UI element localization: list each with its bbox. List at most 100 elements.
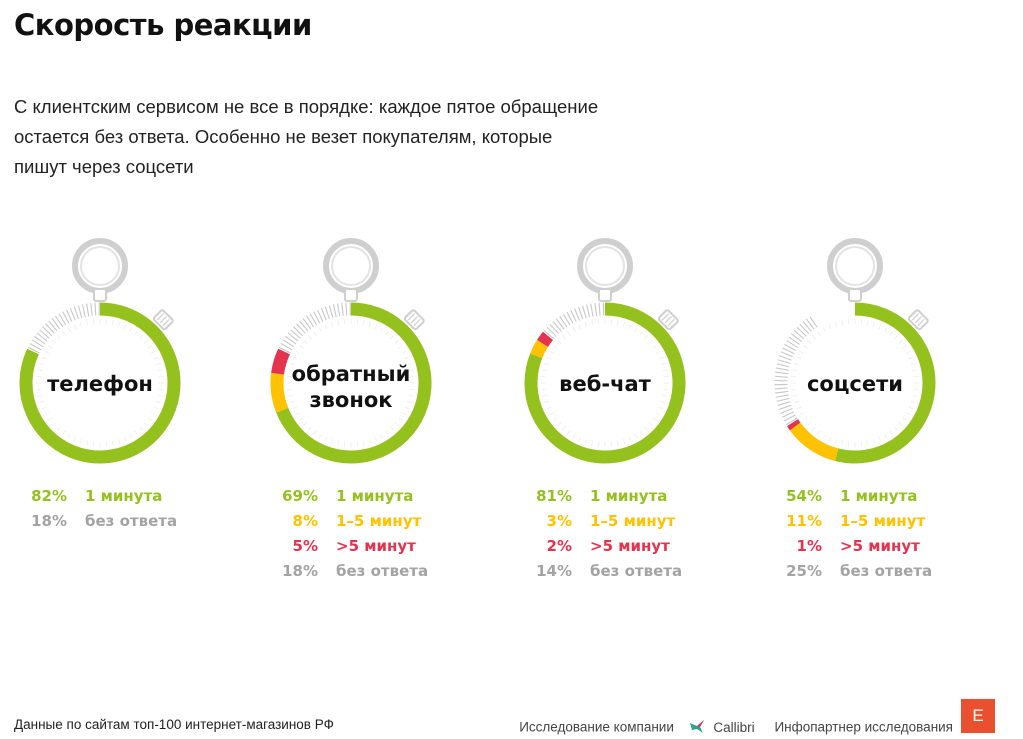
legend-category: 1 минута <box>85 487 163 505</box>
brand-name: Callibri <box>713 719 755 735</box>
legend-percent: 69% <box>282 487 318 505</box>
channel-label: звонок <box>309 388 393 412</box>
segment-one-min <box>276 302 432 464</box>
legend-percent: 5% <box>292 537 318 555</box>
subtitle: С клиентским сервисом не все в порядке: … <box>14 92 654 182</box>
partner-logo: E <box>961 699 995 733</box>
segment-one-five <box>530 339 549 359</box>
partner-label: Инфопартнер исследования <box>774 719 953 735</box>
segment-over-five <box>271 348 291 375</box>
research-by-label: Исследование компании <box>519 719 674 735</box>
segment-one-five <box>789 422 839 461</box>
dial-ticks <box>287 319 415 447</box>
stopwatch-graphic <box>19 238 181 464</box>
stopwatch: обратный звонок <box>226 225 476 475</box>
stopwatch-side-button <box>403 309 425 331</box>
legend-row: 1% >5 минут <box>730 537 980 562</box>
legend-row: 11% 1–5 минут <box>730 512 980 537</box>
stopwatch: веб-чат <box>480 225 730 475</box>
legend-category: 1–5 минут <box>590 512 676 530</box>
legend-category: 1 минута <box>840 487 918 505</box>
legend-category: 1–5 минут <box>336 512 422 530</box>
legend-percent: 1% <box>796 537 822 555</box>
legend-category: >5 минут <box>840 537 920 555</box>
legend-row: 3% 1–5 минут <box>480 512 730 537</box>
legend-row: 69% 1 минута <box>226 487 476 512</box>
legend-percent: 2% <box>546 537 572 555</box>
segment-one-min <box>19 302 181 464</box>
segment-over-five <box>787 419 801 431</box>
stopwatch-ring <box>323 238 379 294</box>
segment-no-answer <box>27 302 100 354</box>
legend-row: 18% без ответа <box>0 512 225 537</box>
dial-ticks <box>541 319 669 447</box>
legend-percent: 18% <box>31 512 67 530</box>
stopwatch-side-button <box>657 309 679 331</box>
channel-label: веб-чат <box>559 372 651 396</box>
legend-row: 18% без ответа <box>226 562 476 587</box>
channel-label: соцсети <box>806 372 904 396</box>
stopwatch-ring <box>72 238 128 294</box>
stopwatch-crown <box>598 288 612 302</box>
legend-row: 25% без ответа <box>730 562 980 587</box>
segment-over-five <box>537 331 554 347</box>
stopwatch-crown <box>848 288 862 302</box>
stopwatch-side-button <box>152 309 174 331</box>
segment-one-min <box>524 302 686 464</box>
legend-category: без ответа <box>85 512 178 530</box>
legend-category: 1 минута <box>590 487 668 505</box>
stopwatch-ring <box>827 238 883 294</box>
credits: Исследование компании Callibri Инфопартн… <box>519 717 953 737</box>
stopwatch-graphic <box>524 238 686 464</box>
legend-category: без ответа <box>590 562 683 580</box>
stopwatch-ring-inner <box>835 246 875 286</box>
stopwatch-side-button <box>907 309 929 331</box>
channel-label: телефон <box>47 372 153 396</box>
legend-row: 54% 1 минута <box>730 487 980 512</box>
stopwatch-graphic <box>774 238 936 464</box>
subtitle-line: пишут через соцсети <box>14 156 194 177</box>
segment-no-answer <box>774 316 818 426</box>
legend-row: 8% 1–5 минут <box>226 512 476 537</box>
legend-category: без ответа <box>336 562 429 580</box>
stopwatch-ring <box>577 238 633 294</box>
legend-percent: 3% <box>546 512 572 530</box>
legend-category: без ответа <box>840 562 933 580</box>
stopwatch-crown <box>93 288 107 302</box>
stopwatch: телефон <box>0 225 225 475</box>
legend-category: >5 минут <box>336 537 416 555</box>
legend-category: >5 минут <box>590 537 670 555</box>
legend-row: 82% 1 минута <box>0 487 225 512</box>
legend-category: 1–5 минут <box>840 512 926 530</box>
legend-category: 1 минута <box>336 487 414 505</box>
subtitle-line: остается без ответа. Особенно не везет п… <box>14 126 553 147</box>
stopwatch-charts: телефон 82% 1 минута 18% без ответа обратный з… <box>0 225 1023 605</box>
legend-percent: 11% <box>786 512 822 530</box>
dial-ticks <box>791 319 919 447</box>
source-note: Данные по сайтам топ-100 интернет-магази… <box>14 717 334 732</box>
segment-one-five <box>270 372 289 413</box>
stopwatch-ring-inner <box>331 246 371 286</box>
legend-percent: 81% <box>536 487 572 505</box>
legend-row: 2% >5 минут <box>480 537 730 562</box>
stopwatch-ring-inner <box>80 246 120 286</box>
legend-percent: 25% <box>786 562 822 580</box>
stopwatch-ring-inner <box>585 246 625 286</box>
dial-ticks <box>36 319 164 447</box>
subtitle-line: С клиентским сервисом не все в порядке: … <box>14 96 599 117</box>
legend-row: 5% >5 минут <box>226 537 476 562</box>
stopwatch-crown <box>344 288 358 302</box>
segment-one-min <box>834 302 936 464</box>
channel-label: обратный <box>291 362 411 386</box>
segment-no-answer <box>543 302 605 340</box>
hummingbird-icon <box>689 720 704 733</box>
legend-percent: 8% <box>292 512 318 530</box>
legend-percent: 18% <box>282 562 318 580</box>
legend-row: 81% 1 минута <box>480 487 730 512</box>
legend-row: 14% без ответа <box>480 562 730 587</box>
stopwatch: соцсети <box>730 225 980 475</box>
legend-percent: 82% <box>31 487 67 505</box>
legend-percent: 54% <box>786 487 822 505</box>
stopwatch-graphic <box>270 238 432 464</box>
legend-percent: 14% <box>536 562 572 580</box>
